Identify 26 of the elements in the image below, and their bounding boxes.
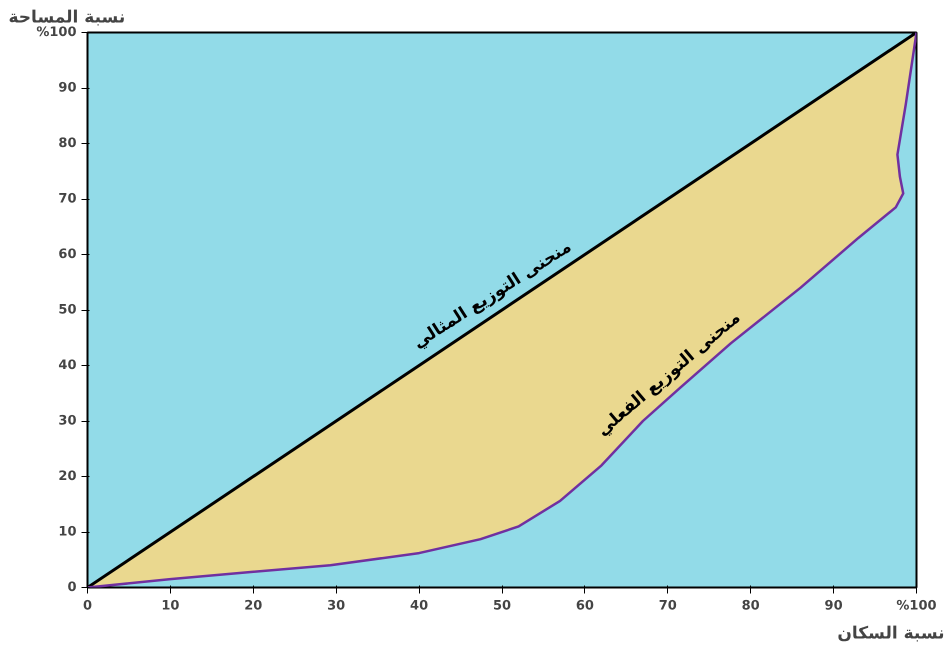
y-tick-label: 50 bbox=[58, 302, 77, 318]
x-tick-label: 80 bbox=[742, 598, 760, 614]
y-tick-label: 80 bbox=[58, 136, 77, 151]
x-tick-label: 30 bbox=[327, 598, 346, 614]
x-tick-label: %100 bbox=[896, 598, 937, 614]
x-tick-label: 20 bbox=[244, 598, 262, 614]
x-tick-label: 40 bbox=[410, 598, 428, 614]
x-tick-label: 0 bbox=[82, 598, 92, 614]
y-tick-label: 70 bbox=[58, 192, 77, 206]
x-tick-label: 70 bbox=[658, 598, 677, 614]
x-tick-label: 50 bbox=[492, 598, 512, 614]
y-tick-label: 30 bbox=[58, 414, 77, 428]
x-tick-label: 60 bbox=[576, 598, 594, 614]
y-axis-title: نسبة المساحة bbox=[8, 8, 126, 28]
y-tick-label: %100 bbox=[36, 25, 77, 40]
text: منحنى التوزيع المثالي bbox=[410, 236, 576, 353]
y-tick-label: 10 bbox=[58, 524, 77, 540]
x-tick-label: 90 bbox=[824, 598, 843, 614]
y-tick-label: 90 bbox=[58, 80, 77, 96]
y-tick-label: 20 bbox=[58, 469, 77, 484]
x-axis-title: نسبة السكان bbox=[837, 624, 944, 644]
y-tick-label: 60 bbox=[58, 247, 77, 262]
x-tick-label: 10 bbox=[161, 598, 180, 614]
text: منحنى التوزيع الفعلي bbox=[592, 308, 744, 440]
y-tick-label: 40 bbox=[58, 358, 77, 373]
y-tick-label: 0 bbox=[67, 580, 76, 595]
